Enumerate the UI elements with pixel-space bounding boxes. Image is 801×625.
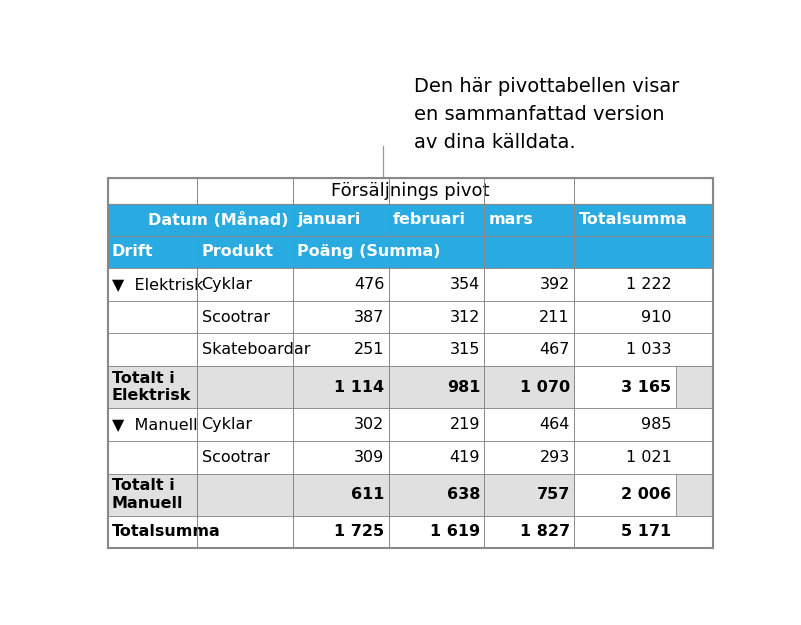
Text: Totalsumma: Totalsumma (578, 213, 687, 228)
Bar (107, 516, 714, 548)
Bar (293, 474, 388, 516)
Text: 1 827: 1 827 (520, 524, 570, 539)
Bar (107, 177, 714, 204)
Text: 1 619: 1 619 (430, 524, 480, 539)
Text: 354: 354 (450, 277, 480, 292)
Bar (574, 474, 676, 516)
Bar (107, 268, 714, 301)
Text: ▼  Elektrisk: ▼ Elektrisk (112, 277, 203, 292)
Text: 910: 910 (641, 309, 671, 324)
Bar (107, 204, 714, 236)
Text: 2 006: 2 006 (622, 487, 671, 502)
Bar (107, 366, 714, 408)
Bar (107, 177, 714, 548)
Bar (107, 301, 714, 333)
Text: Totalsumma: Totalsumma (112, 524, 220, 539)
Text: 1 070: 1 070 (520, 379, 570, 394)
Text: Produkt: Produkt (202, 244, 274, 259)
Text: 467: 467 (539, 342, 570, 357)
Text: januari: januari (297, 213, 360, 228)
Text: Datum (Månad): Datum (Månad) (148, 212, 288, 228)
Text: ▼  Manuell: ▼ Manuell (112, 417, 198, 432)
Text: 315: 315 (449, 342, 480, 357)
Bar (107, 408, 714, 441)
Text: 293: 293 (540, 450, 570, 465)
Bar (485, 366, 574, 408)
Text: 309: 309 (354, 450, 384, 465)
Text: 251: 251 (354, 342, 384, 357)
Bar (107, 236, 714, 268)
Text: Skateboardar: Skateboardar (202, 342, 310, 357)
Text: Poäng (Summa): Poäng (Summa) (297, 244, 441, 259)
Text: Cyklar: Cyklar (202, 417, 252, 432)
Text: 302: 302 (354, 417, 384, 432)
Text: Drift: Drift (112, 244, 154, 259)
Text: Totalt i
Manuell: Totalt i Manuell (112, 478, 183, 511)
Text: 387: 387 (354, 309, 384, 324)
Bar (485, 474, 574, 516)
Text: 757: 757 (537, 487, 570, 502)
Bar (107, 474, 714, 516)
Text: 476: 476 (354, 277, 384, 292)
Text: Scootrar: Scootrar (202, 309, 270, 324)
Text: 1 222: 1 222 (626, 277, 671, 292)
Text: Cyklar: Cyklar (202, 277, 252, 292)
Bar (574, 366, 676, 408)
Text: Totalt i
Elektrisk: Totalt i Elektrisk (112, 371, 191, 403)
Text: 638: 638 (447, 487, 480, 502)
Bar (107, 441, 714, 474)
Text: Scootrar: Scootrar (202, 450, 270, 465)
Text: 312: 312 (449, 309, 480, 324)
Text: 981: 981 (447, 379, 480, 394)
Bar (107, 177, 714, 548)
Text: 219: 219 (449, 417, 480, 432)
Text: Försäljnings pivot: Försäljnings pivot (332, 182, 489, 199)
Text: 985: 985 (641, 417, 671, 432)
Text: Den här pivottabellen visar
en sammanfattad version
av dina källdata.: Den här pivottabellen visar en sammanfat… (413, 78, 679, 152)
Text: 392: 392 (540, 277, 570, 292)
Text: 211: 211 (539, 309, 570, 324)
Text: februari: februari (393, 213, 466, 228)
Text: 419: 419 (449, 450, 480, 465)
Bar (388, 474, 485, 516)
Text: 1 021: 1 021 (626, 450, 671, 465)
Bar (293, 366, 388, 408)
Text: 5 171: 5 171 (622, 524, 671, 539)
Text: 464: 464 (539, 417, 570, 432)
Text: 1 114: 1 114 (334, 379, 384, 394)
Text: 1 033: 1 033 (626, 342, 671, 357)
Text: 3 165: 3 165 (622, 379, 671, 394)
Text: 1 725: 1 725 (334, 524, 384, 539)
Text: 611: 611 (351, 487, 384, 502)
Bar (107, 333, 714, 366)
Bar (388, 366, 485, 408)
Text: mars: mars (489, 213, 533, 228)
